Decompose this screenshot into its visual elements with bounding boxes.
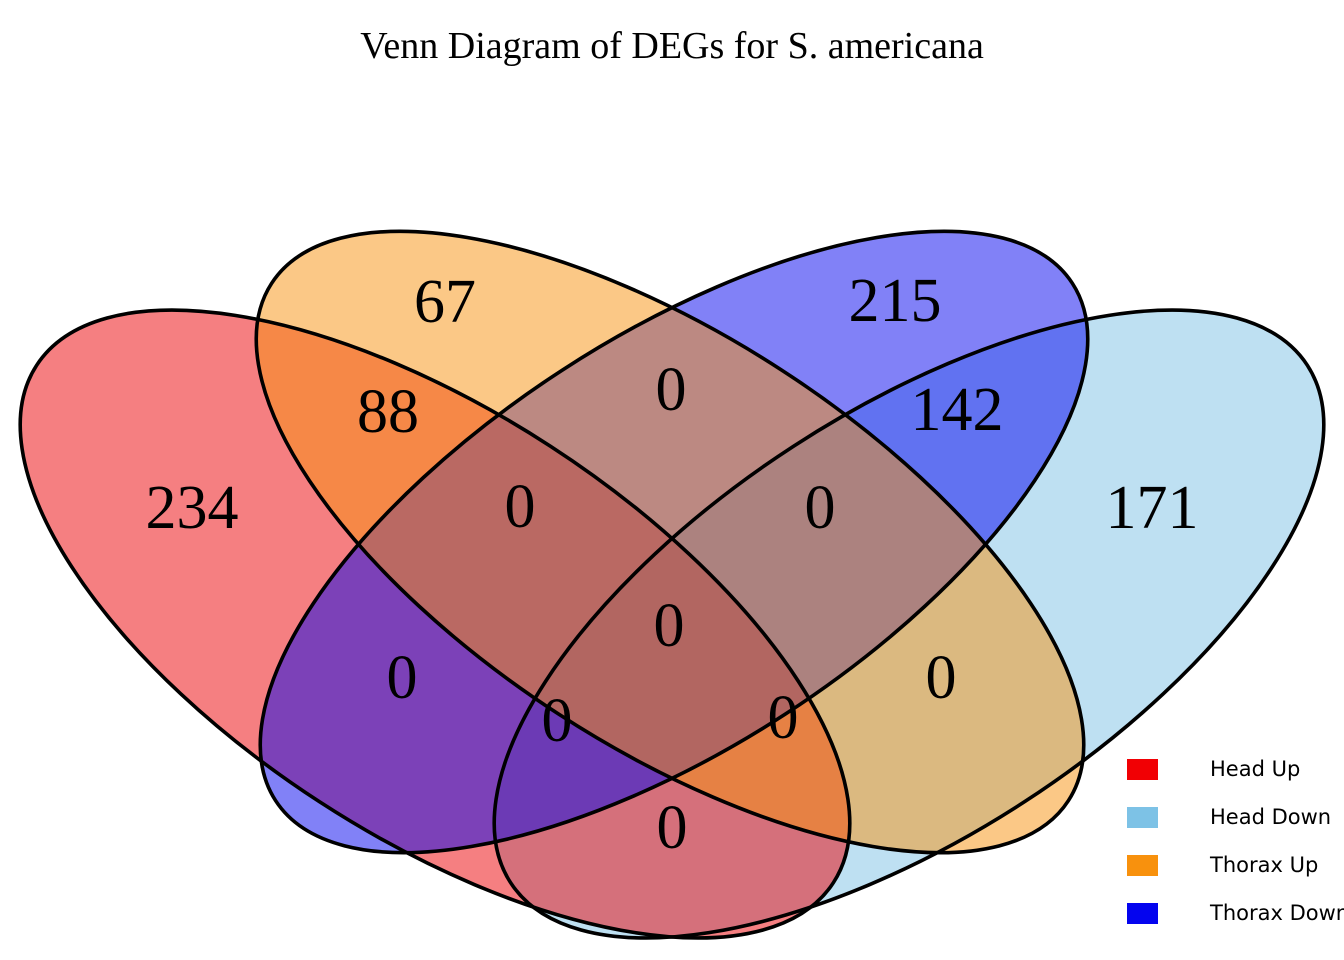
legend-swatch-thorax-up [1127, 854, 1158, 876]
legend-swatch-thorax-down [1127, 902, 1158, 924]
legend-swatch-head-down [1127, 806, 1158, 828]
region-label-head-up&head-down&thorax-up&thorax-down: 0 [654, 592, 685, 660]
legend-swatch-head-up [1127, 758, 1158, 780]
legend-label-thorax-up: Thorax Up [1210, 853, 1319, 877]
outline-head-down [492, 308, 1326, 940]
chart-title: Venn Diagram of DEGs for S. americana [360, 25, 984, 67]
region-label-head-up&thorax-up: 88 [357, 378, 419, 446]
outline-thorax-down [258, 229, 1090, 855]
legend-item-head-up: Head Up [1127, 757, 1301, 781]
outline-head-up [18, 308, 852, 940]
region-label-head-down: 171 [1106, 474, 1199, 542]
venn-outlines [18, 229, 1326, 940]
region-label-thorax-down: 215 [849, 267, 942, 335]
legend-item-thorax-down: Thorax Down [1127, 901, 1344, 925]
region-label-head-up&head-down&thorax-down: 0 [542, 687, 573, 755]
legend-label-head-down: Head Down [1210, 805, 1332, 829]
region-label-head-up&head-down: 0 [657, 794, 688, 862]
region-label-head-down&thorax-up&thorax-down: 0 [805, 474, 836, 542]
outline-thorax-up [254, 229, 1086, 855]
region-label-head-down&thorax-up: 0 [926, 644, 957, 712]
region-label-head-up&thorax-up&thorax-down: 0 [505, 473, 536, 541]
region-label-head-up: 234 [146, 474, 239, 542]
region-label-head-up&head-down&thorax-up: 0 [768, 684, 799, 752]
region-label-thorax-up: 67 [414, 268, 476, 336]
region-label-head-up&thorax-down: 0 [387, 644, 418, 712]
region-labels: 234 67 215 171 88 142 0 0 0 0 0 0 0 0 0 [146, 267, 1199, 862]
region-label-thorax-up&thorax-down: 0 [656, 356, 687, 424]
legend-label-head-up: Head Up [1210, 757, 1301, 781]
legend-item-head-down: Head Down [1127, 805, 1332, 829]
legend-item-thorax-up: Thorax Up [1127, 853, 1319, 877]
legend-label-thorax-down: Thorax Down [1210, 901, 1344, 925]
region-label-head-down&thorax-down: 142 [911, 376, 1004, 444]
